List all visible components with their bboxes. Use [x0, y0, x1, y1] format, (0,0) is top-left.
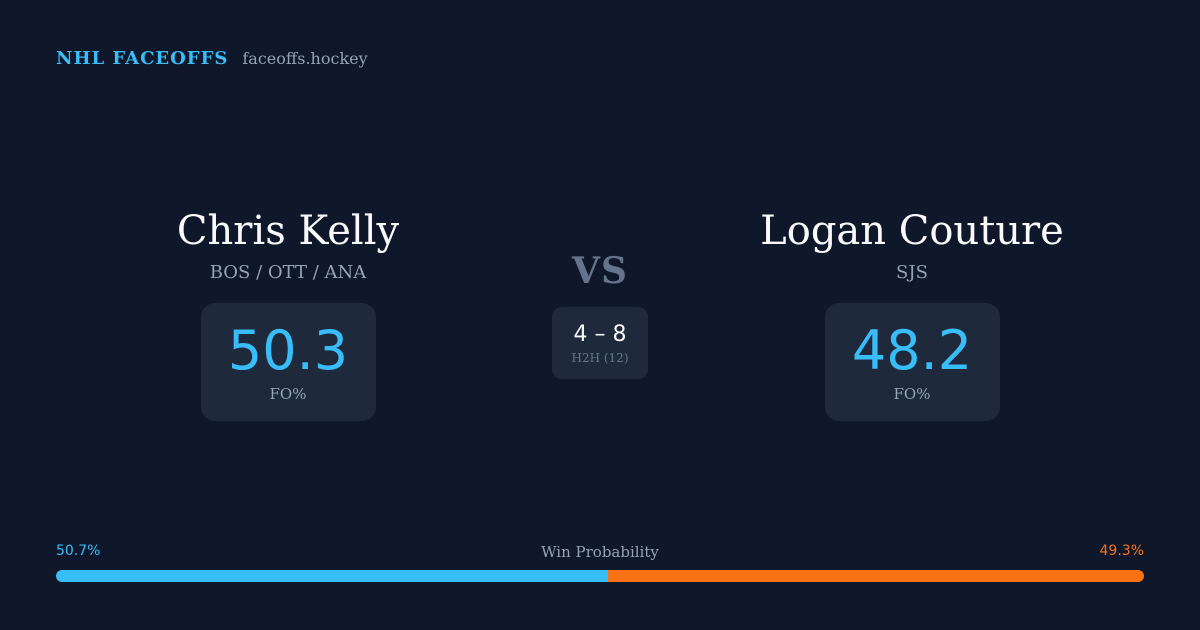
player-right-teams: SJS — [896, 262, 928, 283]
player-left-stat-label: FO% — [269, 385, 307, 403]
player-left-teams: BOS / OTT / ANA — [209, 262, 367, 283]
win-probability-right: 49.3% — [1099, 543, 1144, 559]
win-probability-fill-right — [607, 570, 1144, 582]
win-probability-title: Win Probability — [541, 543, 659, 561]
player-left: Chris Kelly BOS / OTT / ANA 50.3 FO% — [88, 205, 488, 421]
player-right-stat-label: FO% — [893, 385, 931, 403]
h2h-card: 4 – 8 H2H (12) — [552, 307, 648, 379]
win-probability-fill-left — [56, 570, 608, 582]
player-right-fo-percent: 48.2 — [851, 319, 973, 382]
player-left-name: Chris Kelly — [176, 208, 400, 254]
player-right-name: Logan Couture — [760, 208, 1064, 254]
player-left-fo-percent: 50.3 — [227, 319, 349, 382]
win-probability-left: 50.7% — [56, 543, 101, 559]
vs-label: VS — [572, 250, 628, 292]
h2h-score: 4 – 8 — [573, 322, 627, 347]
win-probability-bar — [56, 570, 1144, 582]
h2h-label: H2H (12) — [571, 351, 629, 365]
player-right: Logan Couture SJS 48.2 FO% — [712, 205, 1112, 421]
win-probability-labels: 50.7% Win Probability 49.3% — [56, 543, 1144, 563]
site-url[interactable]: faceoffs.hockey — [242, 49, 368, 68]
player-left-stat-card: 50.3 FO% — [200, 303, 376, 421]
player-right-stat-card: 48.2 FO% — [824, 303, 1000, 421]
brand-header: NHL FACEOFFS faceoffs.hockey — [56, 48, 368, 69]
brand-title[interactable]: NHL FACEOFFS — [56, 48, 229, 69]
